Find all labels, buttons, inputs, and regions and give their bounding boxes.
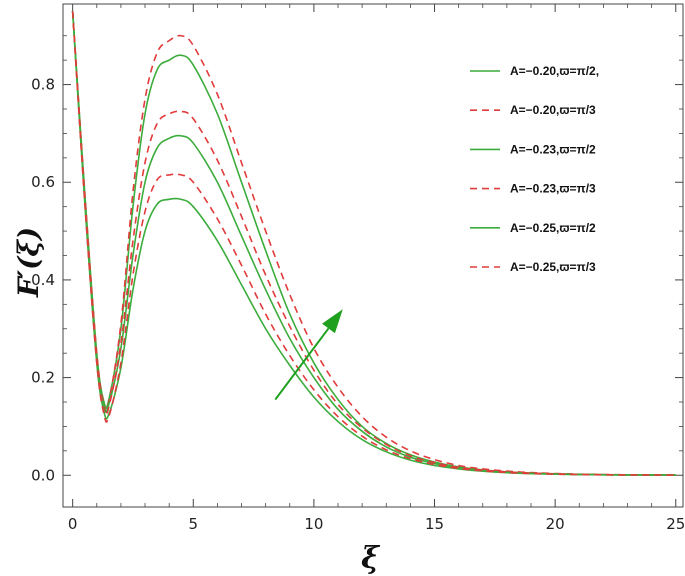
trend-arrow <box>274 309 343 401</box>
x-tick-label: 5 <box>188 515 198 533</box>
x-tick-label: 15 <box>425 515 444 533</box>
y-tick-label: 0.2 <box>31 369 55 387</box>
legend-label-4: A=−0.23,ϖ=π/3 <box>510 182 596 196</box>
plot-frame <box>62 3 684 508</box>
arrow-shaft <box>274 327 330 401</box>
y-tick-label: 0.6 <box>31 173 55 191</box>
legend-label-6: A=−0.25,ϖ=π/3 <box>510 260 596 274</box>
y-tick-label: 0.0 <box>31 466 55 484</box>
y-tick-label: 0.4 <box>31 271 55 289</box>
x-axis-label: ξ <box>361 541 381 576</box>
x-tick-label: 10 <box>304 515 323 533</box>
series-line-1 <box>71 11 676 476</box>
series-layer <box>71 11 676 476</box>
series-line-6 <box>71 11 676 476</box>
legend-label-1: A=−0.20,ϖ=π/2, <box>510 64 599 78</box>
plot-border <box>62 3 684 508</box>
series-line-4 <box>71 11 676 476</box>
legend-label-3: A=−0.23,ϖ=π/2 <box>510 142 596 156</box>
series-line-3 <box>71 11 676 476</box>
y-axis-label: F′(ξ) <box>12 227 45 298</box>
legend: A=−0.20,ϖ=π/2, A=−0.20,ϖ=π/3 A=−0.23,ϖ=π/2… <box>470 64 599 274</box>
legend-label-5: A=−0.25,ϖ=π/2 <box>510 221 596 235</box>
x-tick-label: 25 <box>666 515 685 533</box>
y-tick-label: 0.8 <box>31 76 55 94</box>
axis-ticks: 0 5 10 15 20 25 0.0 0.2 0.4 0.6 0.8 <box>31 4 685 533</box>
arrow-head <box>322 309 343 334</box>
legend-label-2: A=−0.20,ϖ=π/3 <box>510 103 596 117</box>
series-line-2 <box>71 11 676 476</box>
x-tick-label: 20 <box>546 515 565 533</box>
x-tick-label: 0 <box>68 515 78 533</box>
series-line-5 <box>71 11 676 476</box>
